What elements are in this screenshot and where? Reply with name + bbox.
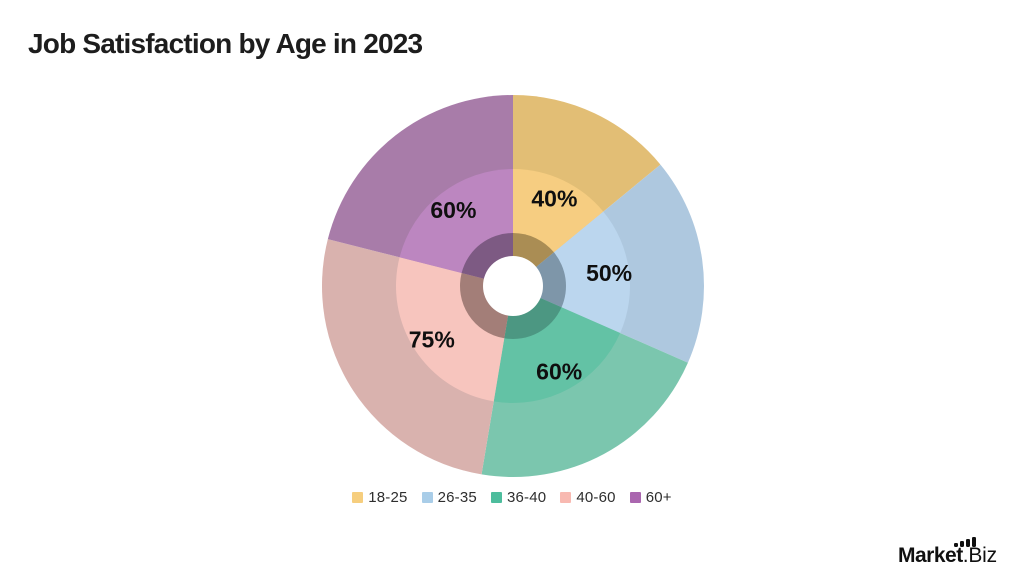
chart-title: Job Satisfaction by Age in 2023 bbox=[28, 28, 423, 59]
legend-item-60+: 60+ bbox=[629, 489, 672, 506]
chart-legend: 18-25 26-35 36-40 40-60 60+ bbox=[0, 489, 1024, 506]
legend-item-26-35: 26-35 bbox=[421, 489, 477, 506]
legend-item-18-25: 18-25 bbox=[352, 489, 407, 506]
legend-swatch-26-35 bbox=[421, 492, 433, 503]
bar-chart-icon bbox=[954, 537, 976, 547]
legend-label: 40-60 bbox=[576, 489, 616, 506]
segment-value-label-40-60: 75% bbox=[409, 326, 455, 352]
legend-item-40-60: 40-60 bbox=[560, 489, 616, 506]
legend-label: 18-25 bbox=[368, 489, 408, 506]
legend-swatch-60+ bbox=[629, 492, 641, 503]
brand-name: Market.Biz bbox=[898, 545, 997, 566]
segment-value-label-26-35: 50% bbox=[586, 260, 632, 286]
brand-name-bold: Market bbox=[898, 544, 963, 567]
middle-ring-segment-26-35 bbox=[513, 211, 631, 333]
legend-swatch-36-40 bbox=[490, 492, 502, 503]
legend-swatch-40-60 bbox=[560, 492, 572, 503]
legend-label: 36-40 bbox=[506, 489, 547, 506]
legend-item-36-40: 36-40 bbox=[490, 489, 547, 506]
segment-value-label-36-40: 60% bbox=[536, 359, 582, 385]
legend-swatch-18-25 bbox=[352, 492, 364, 503]
legend-label: 60+ bbox=[645, 489, 672, 506]
segment-value-label-60+: 60% bbox=[430, 197, 476, 223]
brand-name-suffix: .Biz bbox=[962, 544, 997, 567]
legend-label: 26-35 bbox=[437, 489, 477, 506]
segment-value-label-18-25: 40% bbox=[531, 186, 577, 212]
brand-logo: Market.Biz bbox=[898, 536, 1010, 568]
donut-hole bbox=[483, 256, 543, 316]
